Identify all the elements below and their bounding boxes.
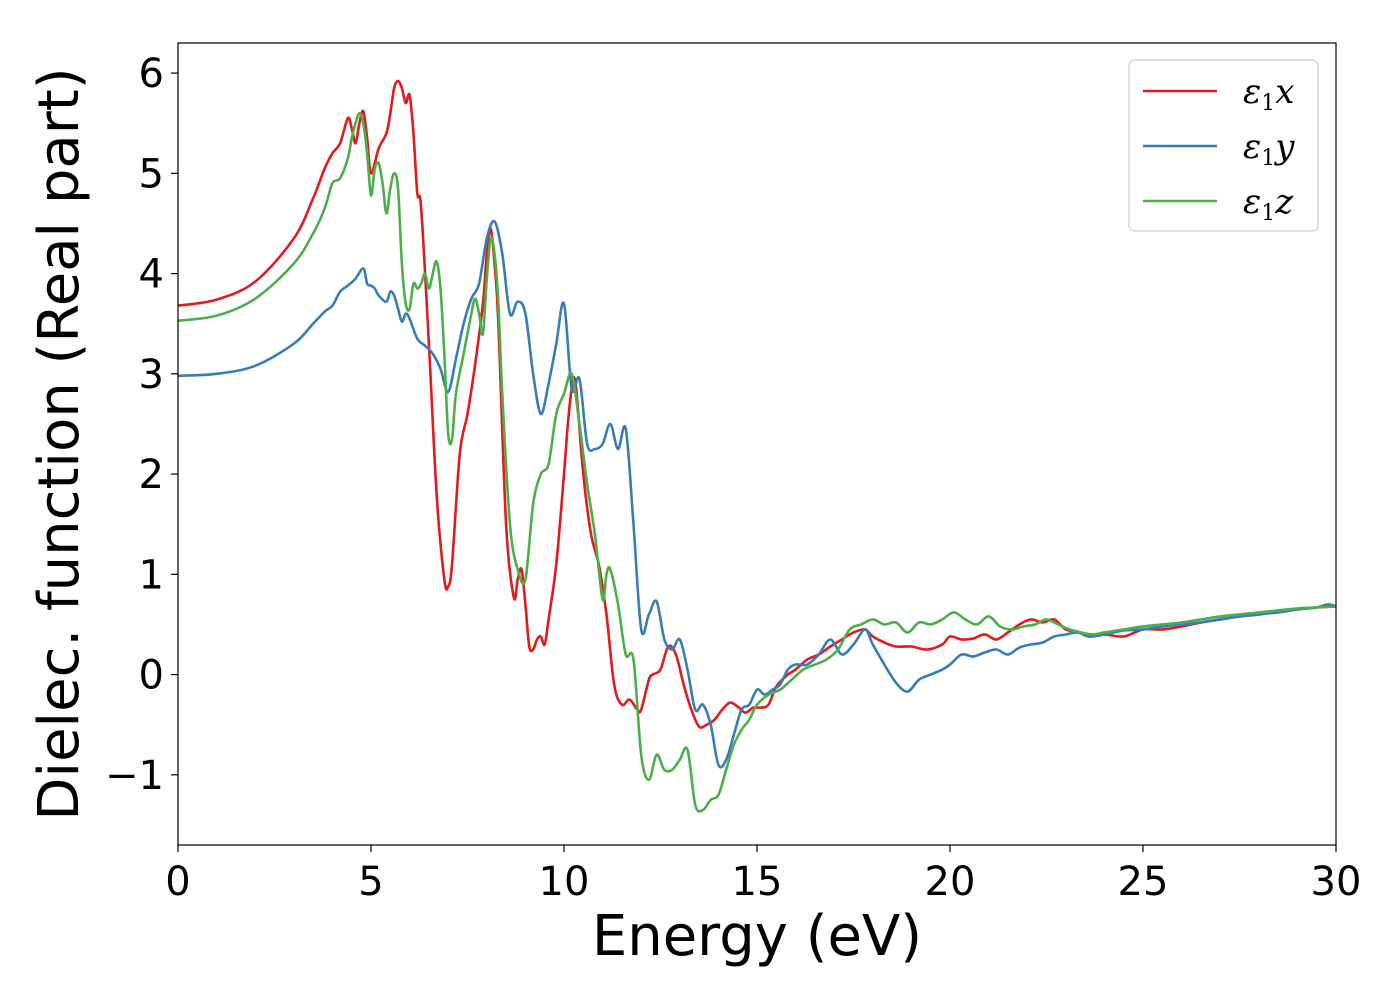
y-axis-ticks: −1 0 1 2 3 4 5 6 bbox=[105, 51, 178, 799]
y-tick-label: 0 bbox=[139, 653, 164, 699]
y-tick-label: 6 bbox=[139, 51, 164, 97]
x-axis-ticks: 0 5 10 15 20 25 30 bbox=[165, 845, 1361, 905]
legend-label: ε1x bbox=[1243, 72, 1294, 116]
y-tick-label: 3 bbox=[139, 352, 164, 398]
series-line-y bbox=[178, 219, 1336, 769]
series-line-x bbox=[178, 79, 1336, 729]
x-tick-label: 20 bbox=[925, 859, 976, 905]
legend-label: ε1y bbox=[1243, 127, 1295, 171]
y-tick-label: 2 bbox=[139, 452, 164, 498]
x-tick-label: 10 bbox=[539, 859, 590, 905]
legend: ε1x ε1y ε1z bbox=[1128, 59, 1319, 232]
y-axis-label: Dielec. function (Real part) bbox=[27, 67, 92, 820]
x-tick-label: 5 bbox=[358, 859, 383, 905]
y-tick-label: 1 bbox=[139, 552, 164, 598]
y-tick-label: −1 bbox=[105, 753, 164, 799]
legend-box bbox=[1128, 59, 1319, 232]
x-tick-label: 0 bbox=[165, 859, 190, 905]
y-tick-label: 5 bbox=[139, 151, 164, 197]
x-tick-label: 30 bbox=[1311, 859, 1362, 905]
series-line-z bbox=[178, 111, 1336, 813]
series-layer bbox=[178, 79, 1336, 813]
legend-label: ε1z bbox=[1243, 182, 1294, 226]
x-tick-label: 15 bbox=[732, 859, 783, 905]
y-tick-label: 4 bbox=[139, 252, 164, 298]
x-tick-label: 25 bbox=[1118, 859, 1169, 905]
x-axis-label: Energy (eV) bbox=[592, 904, 922, 969]
